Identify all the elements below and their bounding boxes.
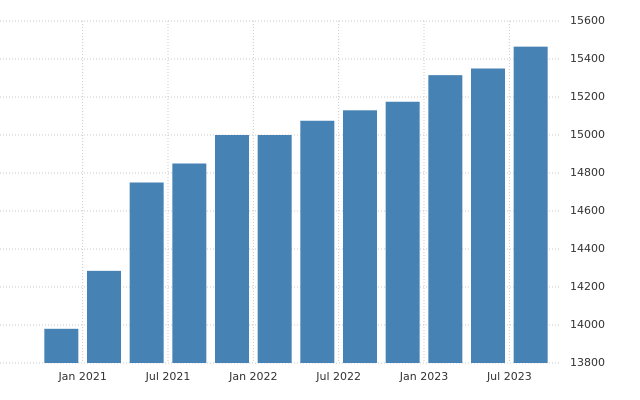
bar bbox=[172, 163, 207, 363]
x-tick-label: Jul 2023 bbox=[486, 370, 532, 383]
y-tick-label: 14800 bbox=[570, 166, 605, 179]
y-tick-label: 14000 bbox=[570, 318, 605, 331]
x-tick-label: Jan 2021 bbox=[57, 370, 106, 383]
x-tick-label: Jan 2023 bbox=[399, 370, 448, 383]
y-tick-label: 15400 bbox=[570, 52, 605, 65]
bar bbox=[471, 68, 505, 363]
x-tick-label: Jan 2022 bbox=[228, 370, 277, 383]
bar bbox=[87, 270, 121, 363]
bar bbox=[428, 75, 463, 364]
bar bbox=[44, 328, 79, 363]
y-tick-label: 14400 bbox=[570, 242, 605, 255]
bar bbox=[385, 101, 420, 363]
bar bbox=[513, 46, 548, 364]
y-tick-label: 14200 bbox=[570, 280, 605, 293]
bar bbox=[300, 120, 335, 363]
x-tick-label: Jul 2022 bbox=[315, 370, 361, 383]
bar bbox=[257, 135, 292, 363]
y-tick-label: 13800 bbox=[570, 356, 605, 369]
y-tick-label: 15600 bbox=[570, 14, 605, 27]
y-tick-label: 15200 bbox=[570, 90, 605, 103]
bar bbox=[343, 110, 377, 363]
bar bbox=[215, 135, 249, 363]
y-tick-label: 14600 bbox=[570, 204, 605, 217]
x-tick-label: Jul 2021 bbox=[145, 370, 191, 383]
y-tick-label: 15000 bbox=[570, 128, 605, 141]
bar bbox=[129, 182, 164, 363]
